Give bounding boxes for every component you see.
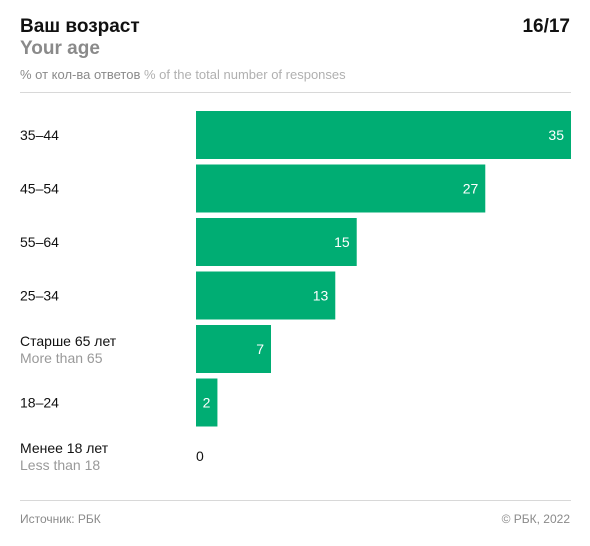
bottom-divider [20,500,571,501]
copyright-label: © РБК, 2022 [502,512,570,526]
category-label-en: Less than 18 [20,457,100,473]
category-label: 55–64 [20,234,59,250]
source-label: Источник: РБК [20,512,101,526]
category-label: Менее 18 лет [20,440,109,456]
bar-value-label: 35 [548,127,564,143]
category-label: 35–44 [20,127,59,143]
bar-value-label: 2 [203,395,211,411]
bar-value-label: 13 [313,288,329,304]
category-label-en: More than 65 [20,350,103,366]
bar [196,111,571,159]
category-label: Старше 65 лет [20,333,117,349]
bar-value-label: 15 [334,234,350,250]
category-label: 25–34 [20,288,59,304]
bar-value-label: 0 [196,448,204,464]
bar-value-label: 7 [256,341,264,357]
category-label: 45–54 [20,181,59,197]
bar [196,165,485,213]
bar-value-label: 27 [463,181,479,197]
category-label: 18–24 [20,395,59,411]
bar [196,218,357,266]
